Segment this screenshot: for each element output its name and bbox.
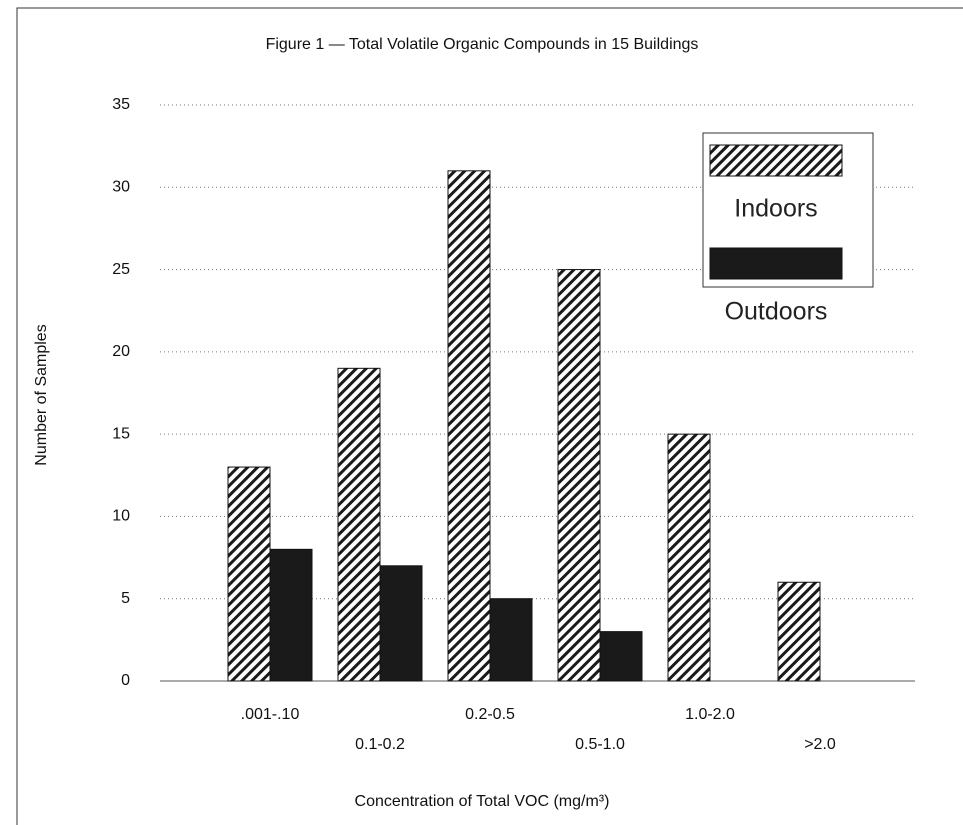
y-tick-label: 5 [121, 590, 130, 607]
frame [16, 7, 963, 825]
y-tick-label: 0 [121, 672, 130, 689]
y-tick-label: 30 [112, 179, 130, 196]
bar [667, 433, 711, 682]
bar [777, 581, 821, 682]
y-tick-label: 20 [112, 343, 130, 360]
bar [489, 598, 533, 682]
x-tick-label: .001-.10 [241, 706, 300, 723]
x-axis-label: Concentration of Total VOC (mg/m³) [355, 793, 610, 810]
bar [599, 631, 643, 682]
y-tick-label: 25 [112, 261, 130, 278]
legend-swatch [709, 247, 843, 280]
x-tick-label: 0.1-0.2 [355, 736, 405, 753]
y-tick-label: 15 [112, 425, 130, 442]
legend-label: Outdoors [725, 298, 828, 326]
legend-label: Indoors [734, 195, 817, 223]
bar [379, 565, 423, 682]
bar [337, 367, 381, 682]
x-tick-label: >2.0 [804, 736, 836, 753]
x-tick-label: 0.5-1.0 [575, 736, 625, 753]
y-tick-label: 35 [112, 96, 130, 113]
legend-swatch [709, 144, 843, 177]
bar [269, 548, 313, 682]
y-tick-label: 10 [112, 508, 130, 525]
chart-title: Figure 1 — Total Volatile Organic Compou… [266, 36, 699, 53]
x-tick-label: 1.0-2.0 [685, 706, 735, 723]
y-axis-label: Number of Samples [33, 324, 50, 465]
bar [447, 170, 491, 682]
bar [227, 466, 271, 682]
bar [557, 269, 601, 682]
x-tick-label: 0.2-0.5 [465, 706, 515, 723]
